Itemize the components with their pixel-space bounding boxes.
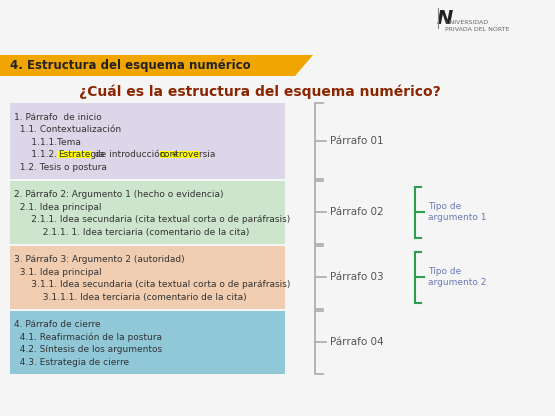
Text: 1.2. Tesis o postura: 1.2. Tesis o postura	[14, 163, 107, 172]
Text: 3.1.1. Idea secundaria (cita textual corta o de paráfrasis): 3.1.1. Idea secundaria (cita textual cor…	[14, 280, 290, 289]
Text: 2. Párrafo 2: Argumento 1 (hecho o evidencia): 2. Párrafo 2: Argumento 1 (hecho o evide…	[14, 190, 224, 199]
FancyBboxPatch shape	[0, 55, 295, 76]
Text: 1. Párrafo  de inicio: 1. Párrafo de inicio	[14, 113, 102, 122]
Text: Párrafo 01: Párrafo 01	[330, 136, 384, 146]
FancyBboxPatch shape	[57, 151, 92, 158]
Text: 4.2. Síntesis de los argumentos: 4.2. Síntesis de los argumentos	[14, 345, 162, 354]
Text: controversia: controversia	[159, 150, 216, 159]
Text: 2.1.1. Idea secundaria (cita textual corta o de paráfrasis): 2.1.1. Idea secundaria (cita textual cor…	[14, 215, 290, 224]
Text: 2.1.1. 1. Idea terciaria (comentario de la cita): 2.1.1. 1. Idea terciaria (comentario de …	[14, 228, 249, 237]
Text: UNIVERSIDAD
PRIVADA DEL NORTE: UNIVERSIDAD PRIVADA DEL NORTE	[445, 20, 509, 32]
Text: 1.1. Contextualización: 1.1. Contextualización	[14, 125, 121, 134]
Text: 2.1. Idea principal: 2.1. Idea principal	[14, 203, 102, 212]
Text: Párrafo 04: Párrafo 04	[330, 337, 384, 347]
FancyBboxPatch shape	[10, 181, 285, 243]
Text: 4. Párrafo de cierre: 4. Párrafo de cierre	[14, 320, 100, 329]
Text: 1.1.2.: 1.1.2.	[14, 150, 60, 159]
Text: ¿Cuál es la estructura del esquema numérico?: ¿Cuál es la estructura del esquema numér…	[79, 85, 441, 99]
Text: 4. Estructura del esquema numérico: 4. Estructura del esquema numérico	[10, 59, 251, 72]
Text: de introducción: +: de introducción: +	[92, 150, 181, 159]
FancyBboxPatch shape	[10, 103, 285, 178]
Text: Tipo de
argumento 2: Tipo de argumento 2	[428, 267, 486, 287]
Text: Párrafo 03: Párrafo 03	[330, 272, 384, 282]
FancyBboxPatch shape	[10, 310, 285, 374]
Text: 3.1. Idea principal: 3.1. Idea principal	[14, 268, 102, 277]
Text: Estrategia: Estrategia	[58, 150, 104, 159]
Text: Párrafo 02: Párrafo 02	[330, 207, 384, 217]
Text: 1.1.1.Tema: 1.1.1.Tema	[14, 138, 81, 147]
Text: 4.3. Estrategia de cierre: 4.3. Estrategia de cierre	[14, 358, 129, 367]
Polygon shape	[295, 55, 313, 76]
Text: 3. Párrafo 3: Argumento 2 (autoridad): 3. Párrafo 3: Argumento 2 (autoridad)	[14, 255, 185, 264]
Text: Tipo de
argumento 1: Tipo de argumento 1	[428, 202, 487, 222]
Text: N: N	[437, 8, 453, 27]
Text: 3.1.1.1. Idea terciaria (comentario de la cita): 3.1.1.1. Idea terciaria (comentario de l…	[14, 293, 246, 302]
FancyBboxPatch shape	[10, 245, 285, 309]
FancyBboxPatch shape	[159, 151, 200, 158]
Text: 4.1. Reafirmación de la postura: 4.1. Reafirmación de la postura	[14, 332, 162, 342]
